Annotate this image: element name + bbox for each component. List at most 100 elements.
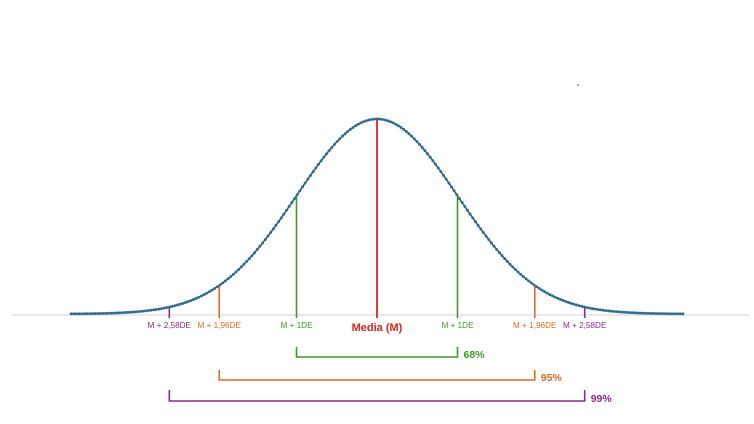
curve-dot [277, 220, 281, 224]
curve-dot [93, 312, 97, 316]
curve-dot [207, 290, 211, 294]
curve-dot [628, 311, 632, 315]
curve-dot [104, 311, 108, 315]
curve-dot [545, 291, 549, 295]
curve-dot [492, 244, 496, 248]
curve-dot [521, 275, 525, 279]
curve-dot [298, 189, 302, 193]
curve-dot [173, 304, 177, 308]
marker-labels: M + 2,58DE M + 1,96DE M + 1DE Media (M) M + … [148, 321, 607, 334]
curve-dot [335, 140, 339, 143]
curve-dot [154, 308, 158, 311]
curve-dot [436, 166, 440, 170]
curve-dot [152, 308, 156, 312]
curve-dot [487, 238, 491, 242]
curve-dot [612, 309, 616, 313]
curve-dot [301, 185, 304, 189]
curve-dot [74, 312, 78, 316]
curve-dot [192, 298, 195, 301]
curve-dot [559, 298, 562, 301]
curve-dot [271, 227, 275, 231]
curve-dot [290, 201, 294, 204]
marker-label-right-258: M + 2,58DE [563, 321, 607, 330]
curve-dot [114, 311, 118, 315]
curve-dot [468, 212, 472, 216]
curve-dot [673, 312, 677, 316]
curve-dot [676, 312, 680, 316]
curve-dot [444, 177, 448, 181]
curve-dot [138, 309, 142, 313]
curve-dot [537, 286, 541, 290]
curve-dot [484, 234, 488, 238]
curve-dot [678, 312, 682, 316]
curve-dot [380, 117, 384, 121]
curve-dot [598, 308, 602, 312]
curve-dot [338, 137, 342, 141]
curve-dot [665, 312, 669, 316]
bell-curve-dots [69, 117, 685, 316]
curve-dot [319, 159, 323, 163]
curve-dot [580, 304, 584, 308]
curve-dot [149, 308, 153, 312]
curve-dot [98, 312, 102, 315]
curve-dot [237, 267, 241, 271]
curve-dot [527, 279, 531, 283]
curve-dot [495, 248, 499, 251]
curve-dot [388, 120, 392, 124]
curve-dot [285, 208, 289, 212]
curve-dot [596, 308, 600, 311]
curve-dot [641, 311, 645, 315]
curve-dot [205, 291, 209, 295]
curve-dot [317, 162, 320, 166]
curve-dot [231, 272, 235, 276]
curve-dot [508, 262, 512, 266]
curve-dot [325, 152, 328, 156]
curve-dot [638, 311, 642, 315]
bracket-99 [168, 390, 586, 402]
curve-dot [410, 134, 414, 138]
curve-dot [458, 197, 461, 201]
curve-dot [82, 312, 86, 316]
curve-dot [503, 257, 507, 261]
curve-dot [146, 309, 150, 313]
curve-dot [194, 296, 198, 300]
marker-label-left-1: M + 1DE [280, 321, 313, 330]
curve-dot [181, 301, 185, 305]
curve-dot [364, 119, 368, 123]
curve-dot [80, 312, 84, 316]
curve-dot [133, 310, 137, 314]
curve-dot [330, 146, 334, 149]
curve-dot [585, 306, 589, 309]
curve-dot [567, 301, 570, 304]
curve-dot [295, 193, 299, 197]
curve-dot [473, 220, 477, 224]
curve-dot [591, 307, 594, 311]
curve-dot [668, 312, 672, 316]
curve-dot [548, 293, 552, 297]
curve-dot [306, 177, 310, 181]
curve-dot [332, 142, 336, 146]
marker-label-left-196: M + 1,96DE [197, 321, 241, 330]
curve-dot [372, 117, 376, 121]
curve-dot [452, 189, 456, 193]
curve-dot [242, 262, 246, 266]
stray-dot [577, 84, 579, 86]
curve-dot [215, 285, 219, 289]
curve-dot [463, 204, 467, 208]
curve-dot [202, 293, 206, 297]
curve-dot [367, 118, 371, 122]
curve-dot [314, 166, 318, 170]
curve-dot [588, 306, 592, 310]
confidence-brackets: 68% 95% 99% [168, 347, 612, 405]
curve-dot [88, 312, 92, 316]
marker-label-left-258: M + 2,58DE [148, 321, 192, 330]
curve-dot [356, 122, 360, 126]
curve-dot [471, 216, 475, 220]
curve-dot [660, 312, 664, 316]
curve-dot [489, 241, 493, 245]
curve-dot [609, 309, 613, 313]
curve-dot [340, 134, 344, 138]
curve-dot [383, 118, 387, 122]
curve-dot [649, 311, 653, 315]
